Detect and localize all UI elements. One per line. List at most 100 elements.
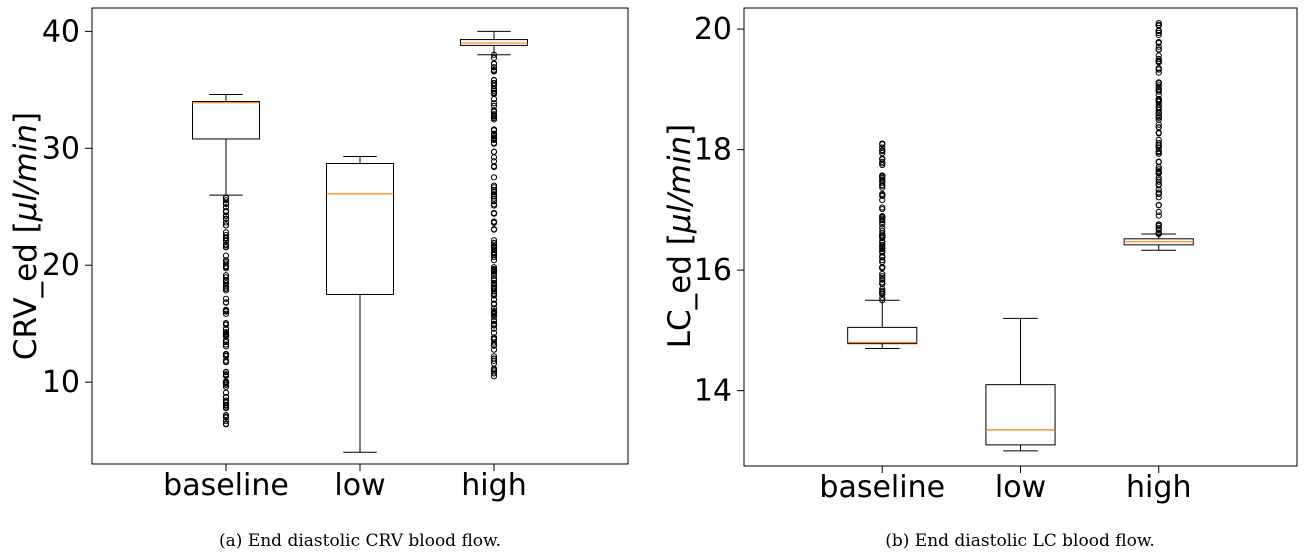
y-axis-label-unit: μl/min <box>662 136 698 234</box>
outlier-point <box>222 265 230 272</box>
outlier-point <box>490 226 498 233</box>
outlier-point <box>490 163 498 171</box>
outlier-point <box>879 279 886 286</box>
outlier-point <box>1155 43 1162 50</box>
box-low <box>985 317 1056 452</box>
outlier-point <box>222 295 230 302</box>
outlier-point <box>1155 166 1162 173</box>
outlier-point <box>490 357 498 364</box>
outlier-point <box>490 136 498 143</box>
outlier-point <box>222 262 230 270</box>
y-axis-label-unit: μl/min <box>8 124 44 222</box>
figure-caption: (a) End diastolic CRV blood flow. <box>219 531 501 551</box>
outlier-point <box>1155 39 1162 46</box>
outlier-point <box>490 148 498 155</box>
y-tick-label: 18 <box>694 133 732 168</box>
outlier-point <box>1155 150 1162 157</box>
outlier-point <box>490 192 498 200</box>
outlier-point <box>222 413 230 421</box>
outlier-point <box>222 350 230 358</box>
outlier-point <box>490 305 498 312</box>
y-tick-label: 10 <box>42 365 80 400</box>
outlier-point <box>1155 144 1162 151</box>
x-tick-label: low <box>995 470 1046 505</box>
outlier-point <box>490 184 498 191</box>
outlier-point <box>879 276 886 283</box>
outlier-point <box>879 213 886 220</box>
chart-panel-b: 14 16 18 20 baseline low high LC_ed [μl/min] (b)… <box>662 7 1298 551</box>
outlier-point <box>222 389 230 396</box>
outlier-point <box>222 274 230 281</box>
outlier-point <box>222 272 230 279</box>
outlier-point <box>222 252 230 259</box>
box-baseline <box>847 140 918 349</box>
outlier-point <box>1155 69 1162 76</box>
outlier-point <box>222 204 230 211</box>
outlier-point <box>222 282 230 289</box>
outlier-point <box>879 272 886 280</box>
outlier-point <box>1155 88 1162 95</box>
outlier-point <box>490 130 498 137</box>
box-iqr <box>326 163 394 295</box>
outlier-point <box>222 404 230 411</box>
outlier-point <box>1155 58 1162 65</box>
y-tick-label: 20 <box>42 248 80 283</box>
y-axis-label: CRV_ed [μl/min] <box>8 112 44 360</box>
outlier-point <box>1155 110 1162 117</box>
outlier-point <box>879 218 886 226</box>
outlier-point <box>222 241 230 248</box>
y-axis-label: LC_ed [μl/min] <box>662 124 698 348</box>
outlier-point <box>222 258 230 265</box>
y-tick-label: 16 <box>694 253 732 288</box>
outlier-point <box>879 160 886 167</box>
outlier-point <box>222 397 230 404</box>
outlier-point <box>1155 84 1162 91</box>
outlier-point <box>879 254 886 261</box>
outlier-point <box>1155 194 1162 201</box>
y-tick-label: 14 <box>694 374 732 409</box>
outlier-point <box>1155 113 1162 120</box>
outlier-point <box>490 339 498 346</box>
outlier-point <box>490 353 498 360</box>
outlier-point <box>490 335 498 342</box>
outlier-point <box>1155 29 1162 36</box>
outlier-point <box>490 277 498 284</box>
outlier-point <box>1155 178 1162 185</box>
outlier-point <box>490 355 498 362</box>
outlier-point <box>1155 139 1162 147</box>
outlier-point <box>490 182 498 189</box>
x-tick-label: baseline <box>163 468 289 503</box>
outlier-point <box>490 301 498 308</box>
outlier-point <box>879 243 886 250</box>
outlier-point <box>1155 208 1162 216</box>
outlier-point <box>490 64 498 71</box>
y-axis-label-text: CRV_ed [ <box>8 221 44 360</box>
outlier-point <box>879 234 886 241</box>
box-high <box>1123 19 1194 251</box>
outlier-point <box>222 229 230 236</box>
outlier-point <box>222 380 230 387</box>
outlier-point <box>490 140 498 147</box>
outlier-point <box>1155 169 1162 177</box>
outlier-point <box>490 320 498 327</box>
outlier-point <box>222 343 230 350</box>
outlier-point <box>879 224 886 232</box>
outlier-point <box>222 308 230 315</box>
y-tick-label: 40 <box>42 14 80 49</box>
outlier-point <box>222 197 230 204</box>
outlier-point <box>490 100 498 107</box>
outlier-point <box>879 257 886 264</box>
outlier-point <box>222 369 230 376</box>
outlier-point <box>490 60 498 67</box>
outlier-point <box>1155 168 1162 175</box>
outlier-point <box>879 217 886 224</box>
outlier-point <box>490 77 498 84</box>
outlier-point <box>490 113 498 120</box>
outlier-point <box>222 244 230 251</box>
outlier-point <box>879 147 886 154</box>
outlier-point <box>1155 116 1162 124</box>
outlier-point <box>1155 190 1162 198</box>
outlier-point <box>1155 52 1162 59</box>
outlier-point <box>490 296 498 303</box>
outlier-point <box>490 133 498 140</box>
